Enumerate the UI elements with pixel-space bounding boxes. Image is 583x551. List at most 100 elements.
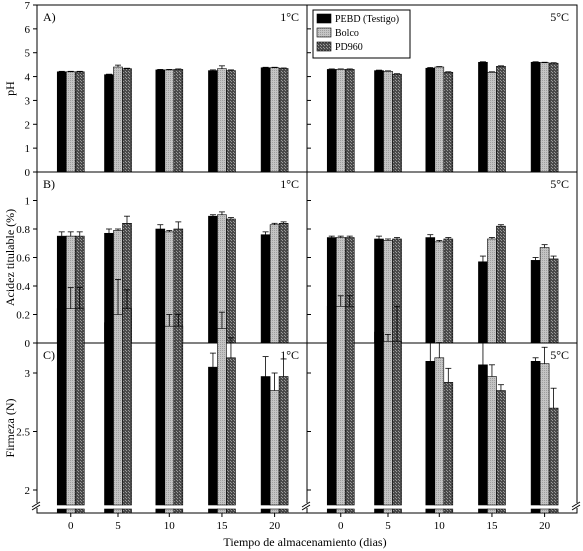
- bar: [104, 322, 114, 506]
- bar: [374, 331, 384, 506]
- bar-stub: [226, 508, 236, 514]
- y-tick-label: 1: [25, 196, 31, 208]
- bar: [113, 314, 123, 506]
- bar: [65, 71, 76, 173]
- bar-stub: [164, 508, 175, 514]
- panel-2: B) Acidez titulable (%) 0 0.2 0.4 0.6 0.8 1 1°C 5…: [3, 171, 578, 350]
- bar: [65, 308, 76, 506]
- axis-break-gap: [33, 503, 41, 508]
- bar: [496, 390, 506, 506]
- bar: [269, 390, 280, 506]
- axis-break-mark: [301, 501, 311, 508]
- axis-break-mark: [571, 501, 581, 508]
- bar: [226, 70, 236, 173]
- bar-stub: [383, 508, 393, 514]
- bar: [208, 70, 218, 173]
- bar-stub: [155, 508, 166, 514]
- y-tick-label: 0: [25, 338, 31, 350]
- y-axis-label: Acidez titulable (%): [3, 209, 17, 306]
- bar: [344, 306, 355, 506]
- bar-stub: [443, 508, 454, 514]
- y-axis-label: Firmeza (N): [3, 399, 17, 458]
- y-tick-label: 1: [25, 143, 31, 155]
- bar-stub: [374, 508, 384, 514]
- bar-stub: [548, 508, 559, 514]
- panel-label: B): [43, 177, 55, 191]
- bar: [383, 71, 393, 173]
- bar: [487, 71, 497, 173]
- y-tick-label: 0: [25, 167, 31, 179]
- bar: [425, 237, 436, 344]
- bar: [530, 61, 541, 173]
- y-tick-label: 0.6: [16, 253, 30, 265]
- bar: [260, 376, 271, 506]
- bar: [164, 69, 175, 173]
- bar: [155, 341, 166, 506]
- bar: [278, 68, 289, 173]
- bar: [478, 261, 488, 344]
- bar-stub: [434, 508, 445, 514]
- bar: [164, 325, 175, 506]
- x-tick-label: 0: [338, 520, 344, 532]
- plot-area: A) pH 0 1 2 3 4 5 6 7 1°C 5°C B) Acidez titulable (%)…: [3, 0, 581, 532]
- bar-stub: [344, 508, 355, 514]
- bar: [122, 68, 132, 173]
- x-tick-label: 10: [434, 520, 446, 532]
- bar: [539, 247, 550, 344]
- y-tick-label: 0.2: [16, 310, 30, 322]
- y-tick-label: 2: [25, 485, 31, 497]
- bar: [434, 241, 445, 344]
- bar: [383, 341, 393, 506]
- bar: [425, 67, 436, 173]
- bar: [155, 69, 166, 173]
- bar: [539, 363, 550, 506]
- temperature-label: 1°C: [280, 348, 299, 362]
- bar: [478, 364, 488, 506]
- y-tick-label: 4: [25, 72, 31, 84]
- bar: [487, 376, 497, 506]
- bar: [260, 234, 271, 344]
- bar: [434, 357, 445, 506]
- temperature-label: 5°C: [550, 177, 569, 191]
- x-tick-label: 15: [486, 520, 498, 532]
- bar: [487, 238, 497, 344]
- bar: [217, 328, 227, 506]
- bar: [104, 74, 114, 173]
- bar: [226, 357, 236, 506]
- bar-stub: [487, 508, 497, 514]
- bar: [217, 68, 227, 173]
- bar: [548, 258, 559, 344]
- bar: [278, 376, 289, 506]
- bar-stub: [104, 508, 114, 514]
- bar-stub: [260, 508, 271, 514]
- bar-stub: [74, 508, 85, 514]
- bar-stub: [208, 508, 218, 514]
- temperature-label: 1°C: [280, 177, 299, 191]
- temperature-label: 5°C: [550, 10, 569, 24]
- axis-break-mark: [31, 504, 41, 511]
- bar: [425, 360, 436, 506]
- bar-stub: [326, 508, 337, 514]
- bar: [443, 238, 454, 344]
- bar: [443, 382, 454, 506]
- bar: [530, 260, 541, 344]
- bar: [113, 66, 123, 173]
- y-tick-label: 0.4: [16, 281, 30, 293]
- bar-stub: [173, 508, 184, 514]
- y-tick-label: 6: [25, 24, 31, 36]
- bar: [392, 73, 402, 173]
- bar: [335, 69, 346, 173]
- legend-label: Bolco: [335, 28, 359, 39]
- temperature-label: 5°C: [550, 348, 569, 362]
- axis-break-mark: [31, 501, 41, 508]
- legend: PEBD (Testigo) Bolco PD960: [312, 9, 411, 59]
- bar: [548, 62, 559, 173]
- panel-label: A): [43, 10, 56, 24]
- bar: [208, 215, 218, 344]
- bar: [383, 240, 393, 344]
- bar-stub: [425, 508, 436, 514]
- bar: [335, 306, 346, 506]
- y-axis-label: pH: [3, 81, 17, 96]
- axis-break-mark: [301, 504, 311, 511]
